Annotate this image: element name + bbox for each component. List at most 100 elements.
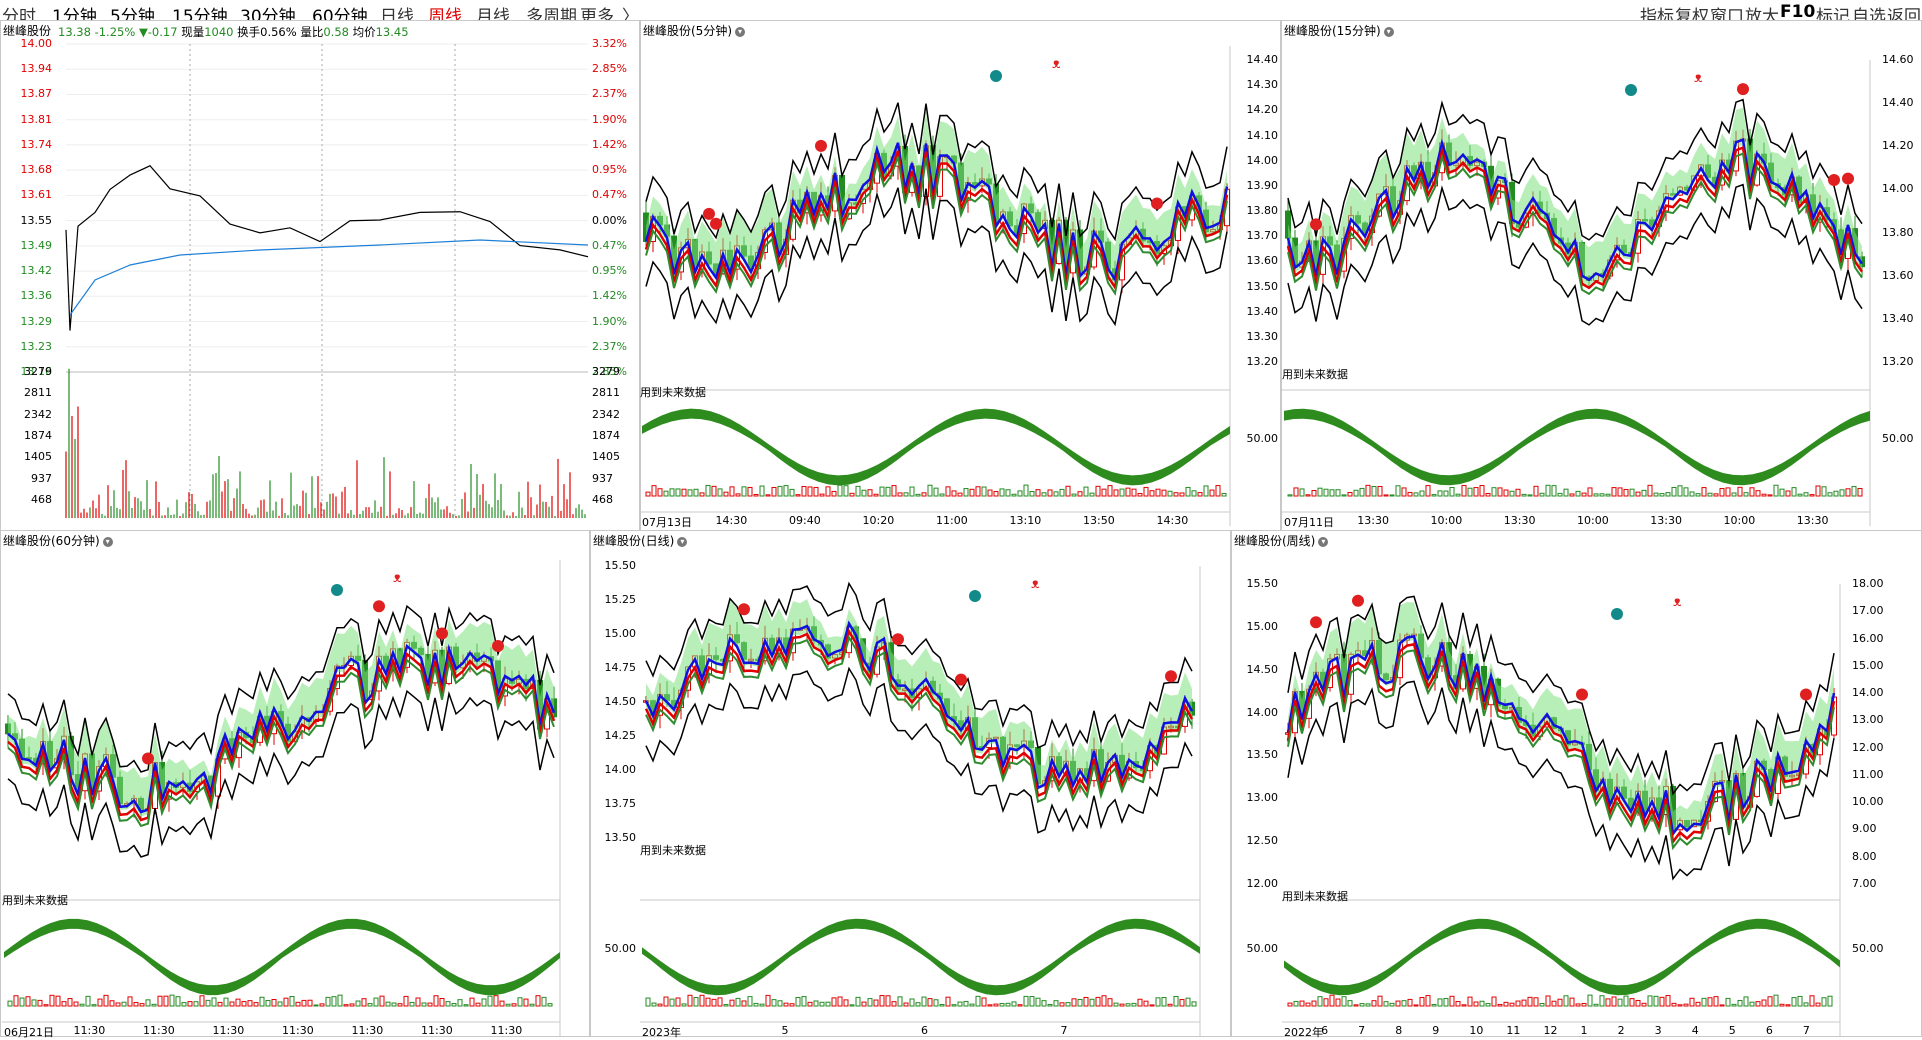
- x-axis-label: 13:10: [1009, 514, 1042, 527]
- x-axis-label: 07月11日: [1284, 516, 1334, 529]
- price-tick: 14.75: [604, 661, 637, 674]
- future-data-note: 用到未来数据: [1282, 368, 1348, 381]
- intraday-chart-panel[interactable]: 继峰股份: [0, 20, 640, 532]
- price-tick: 13.29: [20, 314, 53, 328]
- chart-panel-15min[interactable]: 继峰股份(15分钟) ▾: [1281, 20, 1922, 532]
- turnover-value: 0.56%: [260, 25, 297, 39]
- vol-tick: 2342: [592, 407, 620, 421]
- right-price-tick: 14.00: [1852, 686, 1884, 700]
- price-tick: 13.50: [604, 831, 637, 844]
- chart-panel-daily[interactable]: 继峰股份(日线) ▾: [590, 530, 1231, 1037]
- settings-icon[interactable]: ▾: [102, 536, 113, 547]
- vol-tick: 937: [592, 471, 613, 485]
- price-tick: 13.90: [1246, 178, 1279, 192]
- x-axis-label: 10:00: [1577, 514, 1609, 527]
- vol-tick: 2342: [24, 407, 52, 421]
- x-axis-label: 1: [1580, 1024, 1588, 1037]
- indicator-tick: 50.00: [1882, 432, 1914, 445]
- price-tick: 13.00: [1246, 791, 1279, 805]
- pct-tick: 1.90%: [592, 112, 627, 126]
- x-axis-label: 6: [1765, 1024, 1773, 1037]
- right-price-tick: 9.00: [1852, 822, 1877, 836]
- settings-icon[interactable]: ▾: [1318, 536, 1329, 547]
- x-axis-label: 3: [1654, 1024, 1662, 1037]
- price-value: 13.38: [58, 25, 91, 39]
- x-axis-label: 4: [1691, 1024, 1699, 1037]
- vol-tick: 3279: [592, 365, 620, 378]
- right-price-tick: 18.00: [1852, 577, 1884, 590]
- future-data-note: 用到未来数据: [640, 386, 706, 399]
- pct-tick: 2.37%: [592, 339, 627, 353]
- x-axis-label: 10:20: [862, 514, 895, 527]
- x-axis-label: 7: [1358, 1024, 1366, 1037]
- right-price-tick: 11.00: [1852, 767, 1884, 781]
- tool-button-4[interactable]: F10: [1780, 2, 1816, 22]
- settings-icon[interactable]: ▾: [735, 26, 745, 37]
- right-price-tick: 14.40: [1882, 96, 1914, 110]
- pct-tick: 0.95%: [592, 163, 627, 177]
- price-tick: 15.50: [1246, 577, 1279, 590]
- pct-tick: 0.00%: [592, 213, 627, 227]
- vol-tick: 3279: [24, 365, 52, 378]
- x-axis-label: 7: [1060, 1024, 1068, 1037]
- pct-tick: 0.95%: [592, 264, 627, 278]
- right-price-tick: 10.00: [1852, 795, 1884, 809]
- price-tick: 13.20: [1246, 355, 1279, 368]
- x-axis-label: 11: [1506, 1024, 1521, 1037]
- future-data-note: 用到未来数据: [1282, 890, 1348, 903]
- panel-title-5min: 继峰股份(5分钟) ▾: [643, 22, 745, 39]
- vol-tick: 1405: [24, 450, 52, 464]
- pct-tick: 1.42%: [592, 289, 627, 303]
- x-axis-label: 13:30: [1650, 514, 1682, 527]
- vol-tick: 2811: [592, 386, 620, 400]
- vol-tick: 1874: [24, 429, 52, 442]
- pct-tick: 3.32%: [592, 37, 627, 50]
- x-axis-label: 12: [1543, 1024, 1558, 1037]
- settings-icon[interactable]: ▾: [1383, 26, 1394, 37]
- change-value: ▼-0.17: [138, 25, 178, 39]
- right-price-tick: 13.40: [1882, 311, 1914, 325]
- pct-tick: 0.47%: [592, 238, 627, 252]
- price-tick: 14.50: [1246, 662, 1279, 676]
- price-tick: 13.68: [20, 163, 53, 177]
- chart-panel-weekly[interactable]: 继峰股份(周线) ▾: [1231, 530, 1922, 1037]
- price-tick: 14.00: [20, 37, 53, 50]
- panel-title-60min: 继峰股份(60分钟) ▾: [3, 532, 113, 549]
- right-price-tick: 13.00: [1852, 713, 1884, 727]
- right-price-tick: 8.00: [1852, 849, 1877, 863]
- x-axis-label: 9: [1432, 1024, 1440, 1037]
- chart-panel-5min[interactable]: 继峰股份(5分钟) ▾: [640, 20, 1281, 532]
- right-price-tick: 16.00: [1852, 631, 1884, 645]
- price-tick: 14.00: [1246, 705, 1279, 719]
- settings-icon[interactable]: ▾: [677, 536, 688, 547]
- right-price-tick: 7.00: [1852, 877, 1877, 890]
- price-tick: 13.49: [20, 238, 53, 252]
- price-tick: 13.75: [604, 797, 637, 810]
- vol-tick: 1874: [592, 429, 620, 442]
- price-tick: 13.74: [20, 137, 53, 151]
- ratio-label: 量比: [300, 25, 324, 39]
- vol-tick: 468: [31, 493, 52, 506]
- right-price-tick: 14.00: [1882, 182, 1914, 196]
- x-axis-label: 11:30: [282, 1024, 314, 1037]
- pct-tick: 0.47%: [592, 188, 627, 202]
- chart-panel-60min[interactable]: 继峰股份(60分钟) ▾: [0, 530, 590, 1037]
- price-tick: 13.55: [20, 213, 53, 227]
- panel-title-weekly: 继峰股份(周线) ▾: [1234, 532, 1329, 549]
- x-axis-label: 6: [921, 1024, 928, 1037]
- avg-value: 13.45: [375, 25, 409, 39]
- x-axis-label: 11:30: [351, 1024, 384, 1037]
- right-price-tick: 13.80: [1882, 225, 1914, 239]
- price-tick: 15.50: [604, 559, 637, 572]
- price-tick: 13.30: [1246, 329, 1279, 343]
- vol-tick: 937: [31, 471, 52, 485]
- price-tick: 13.36: [20, 289, 53, 303]
- indicator-tick: 50.00: [1852, 942, 1884, 955]
- vol-tick: 468: [592, 493, 613, 506]
- x-axis-label: 10: [1469, 1024, 1484, 1037]
- panel-title-15min: 继峰股份(15分钟) ▾: [1284, 22, 1394, 39]
- right-price-tick: 13.20: [1882, 355, 1914, 368]
- x-axis-label: 10:00: [1723, 514, 1756, 527]
- intraday-title: 继峰股份: [3, 24, 52, 38]
- x-axis-label: 5: [781, 1024, 789, 1037]
